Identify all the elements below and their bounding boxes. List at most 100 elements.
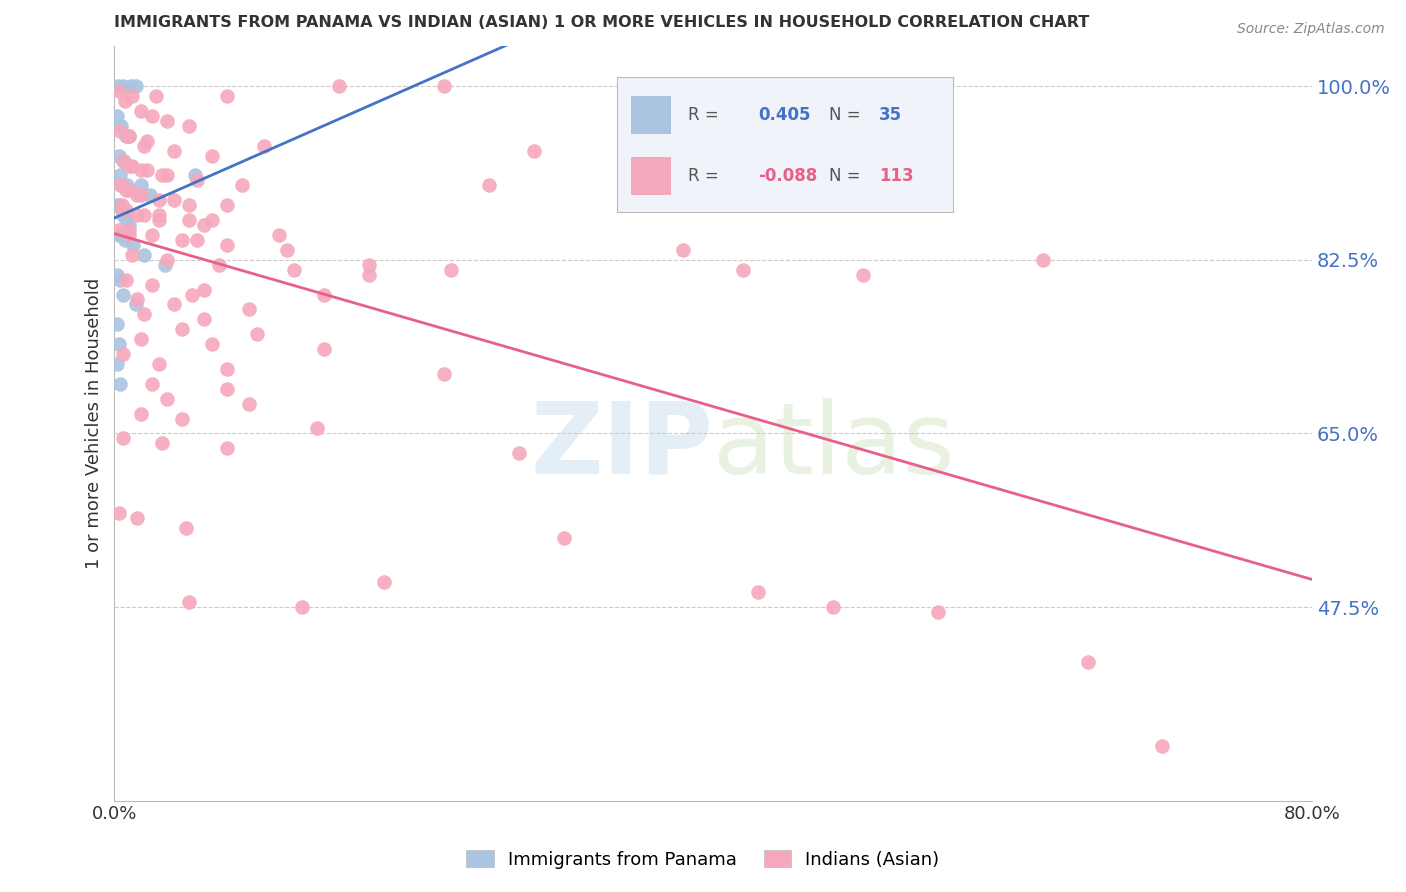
Point xyxy=(1152,739,1174,753)
Point xyxy=(108,223,131,237)
Point xyxy=(114,233,136,247)
Point xyxy=(215,198,238,212)
Point xyxy=(122,238,145,252)
Point xyxy=(179,119,201,133)
Text: atlas: atlas xyxy=(713,398,955,495)
Point xyxy=(115,273,138,287)
Point xyxy=(305,421,328,435)
Point xyxy=(155,258,177,272)
Point xyxy=(148,357,170,371)
Point xyxy=(121,159,143,173)
Point xyxy=(125,510,148,524)
Point xyxy=(112,153,135,168)
Point xyxy=(105,109,128,123)
Point xyxy=(125,79,148,94)
Point xyxy=(283,262,305,277)
Point xyxy=(112,347,135,361)
Point xyxy=(357,268,380,282)
Point xyxy=(215,238,238,252)
Point xyxy=(238,397,260,411)
Point xyxy=(440,262,463,277)
Point xyxy=(111,79,134,94)
Point xyxy=(478,178,501,193)
Point xyxy=(110,227,132,242)
Point xyxy=(110,203,132,218)
Point xyxy=(117,128,139,143)
Point xyxy=(186,173,208,187)
Point xyxy=(112,208,135,222)
Point xyxy=(115,183,138,197)
Point xyxy=(208,258,231,272)
Point xyxy=(107,227,129,242)
Point xyxy=(156,252,179,267)
Point xyxy=(112,287,135,301)
Point xyxy=(193,218,215,232)
Point xyxy=(215,442,238,456)
Point xyxy=(170,411,193,425)
Point xyxy=(112,153,135,168)
Point xyxy=(136,134,159,148)
Point xyxy=(134,138,156,153)
Point xyxy=(201,148,224,162)
Point xyxy=(433,79,456,94)
Point xyxy=(121,248,143,262)
Point xyxy=(118,183,141,197)
Point xyxy=(672,243,695,257)
Point xyxy=(118,223,141,237)
Point xyxy=(112,431,135,445)
Point xyxy=(141,376,163,391)
Point xyxy=(125,208,148,222)
Point xyxy=(131,332,153,346)
Point xyxy=(179,595,201,609)
Point xyxy=(114,128,136,143)
Point xyxy=(118,128,141,143)
Point xyxy=(108,506,131,520)
Point xyxy=(148,208,170,222)
Point xyxy=(733,262,755,277)
Point xyxy=(141,277,163,292)
Point xyxy=(134,307,156,321)
Point xyxy=(111,198,134,212)
Point xyxy=(156,392,179,406)
Point xyxy=(238,302,260,317)
Point xyxy=(141,227,163,242)
Point xyxy=(156,114,179,128)
Point xyxy=(508,446,530,460)
Point xyxy=(117,218,139,232)
Point xyxy=(114,94,136,108)
Point xyxy=(118,159,141,173)
Point xyxy=(121,89,143,103)
Point xyxy=(107,337,129,351)
Point xyxy=(108,273,131,287)
Point xyxy=(163,144,186,158)
Point xyxy=(523,144,546,158)
Point xyxy=(136,163,159,178)
Point xyxy=(108,198,131,212)
Y-axis label: 1 or more Vehicles in Household: 1 or more Vehicles in Household xyxy=(86,278,103,569)
Point xyxy=(150,169,173,183)
Point xyxy=(433,367,456,381)
Point xyxy=(215,382,238,396)
Text: IMMIGRANTS FROM PANAMA VS INDIAN (ASIAN) 1 OR MORE VEHICLES IN HOUSEHOLD CORRELA: IMMIGRANTS FROM PANAMA VS INDIAN (ASIAN)… xyxy=(114,15,1090,30)
Point xyxy=(253,138,276,153)
Point xyxy=(328,79,350,94)
Point xyxy=(120,79,142,94)
Point xyxy=(145,89,167,103)
Point xyxy=(134,208,156,222)
Point xyxy=(174,521,197,535)
Point xyxy=(170,233,193,247)
Point xyxy=(215,89,238,103)
Point xyxy=(111,203,134,218)
Point xyxy=(148,213,170,227)
Point xyxy=(115,178,138,193)
Point xyxy=(107,79,129,94)
Point xyxy=(246,327,269,342)
Point xyxy=(193,283,215,297)
Point xyxy=(181,287,204,301)
Point xyxy=(108,376,131,391)
Point xyxy=(156,169,179,183)
Point xyxy=(170,322,193,336)
Text: Source: ZipAtlas.com: Source: ZipAtlas.com xyxy=(1237,22,1385,37)
Point xyxy=(125,297,148,311)
Point xyxy=(115,213,138,227)
